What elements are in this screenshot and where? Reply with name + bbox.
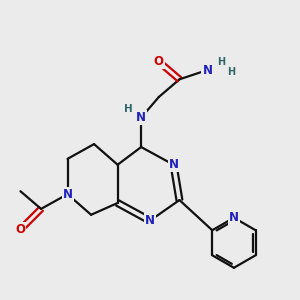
Text: N: N: [145, 214, 155, 227]
Text: N: N: [136, 111, 146, 124]
Text: H: H: [227, 67, 235, 77]
Text: N: N: [229, 211, 239, 224]
Text: N: N: [202, 64, 212, 77]
Text: O: O: [15, 223, 26, 236]
Text: H: H: [217, 57, 225, 67]
Text: O: O: [154, 55, 164, 68]
Text: H: H: [124, 104, 133, 114]
Text: N: N: [169, 158, 178, 171]
Text: N: N: [63, 188, 73, 201]
